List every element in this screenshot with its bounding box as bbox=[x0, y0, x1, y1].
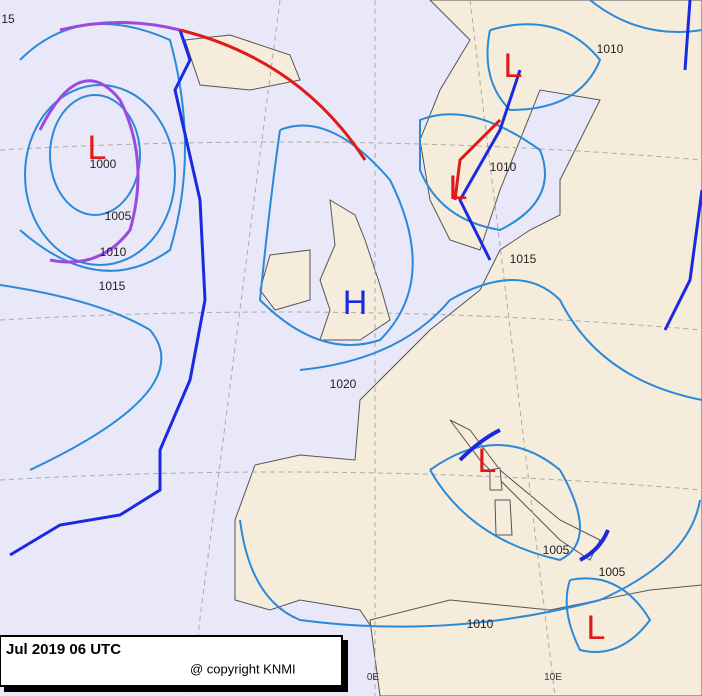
isobar-label: 1005 bbox=[105, 209, 132, 223]
fronts bbox=[9, 0, 702, 562]
low-center: L bbox=[449, 169, 468, 207]
isobar-label: 1010 bbox=[100, 245, 127, 259]
copyright: @ copyright KNMI bbox=[190, 661, 296, 676]
isobar-labels: 15 1010 1000 1005 1010 1015 1010 1015 10… bbox=[1, 12, 625, 631]
isobar-label: 1000 bbox=[90, 157, 117, 171]
isobar-label: 1005 bbox=[543, 543, 570, 557]
meridian-label: 10E bbox=[544, 672, 562, 683]
low-center: L bbox=[88, 129, 107, 167]
isobar-label: 1010 bbox=[490, 160, 517, 174]
pressure-centers: L L L H L L bbox=[88, 47, 606, 647]
isobar-label: 1020 bbox=[330, 377, 357, 391]
low-center: L bbox=[504, 47, 523, 85]
low-center: L bbox=[478, 442, 497, 480]
meridian-label: 0E bbox=[367, 672, 380, 683]
isobar-label: 1015 bbox=[510, 252, 537, 266]
footer-title: Jul 2019 06 UTC bbox=[6, 641, 121, 658]
isobar-label: 1010 bbox=[467, 617, 494, 631]
isobar-label: 1015 bbox=[99, 279, 126, 293]
isobar-label: 1005 bbox=[599, 565, 626, 579]
land bbox=[184, 0, 702, 696]
footer-box bbox=[0, 635, 343, 687]
low-center: L bbox=[587, 609, 606, 647]
isobar-label: 1010 bbox=[597, 42, 624, 56]
footer: Jul 2019 06 UTC @ copyright KNMI bbox=[0, 635, 348, 692]
high-center: H bbox=[343, 284, 368, 322]
isobar-label: 15 bbox=[1, 12, 15, 26]
